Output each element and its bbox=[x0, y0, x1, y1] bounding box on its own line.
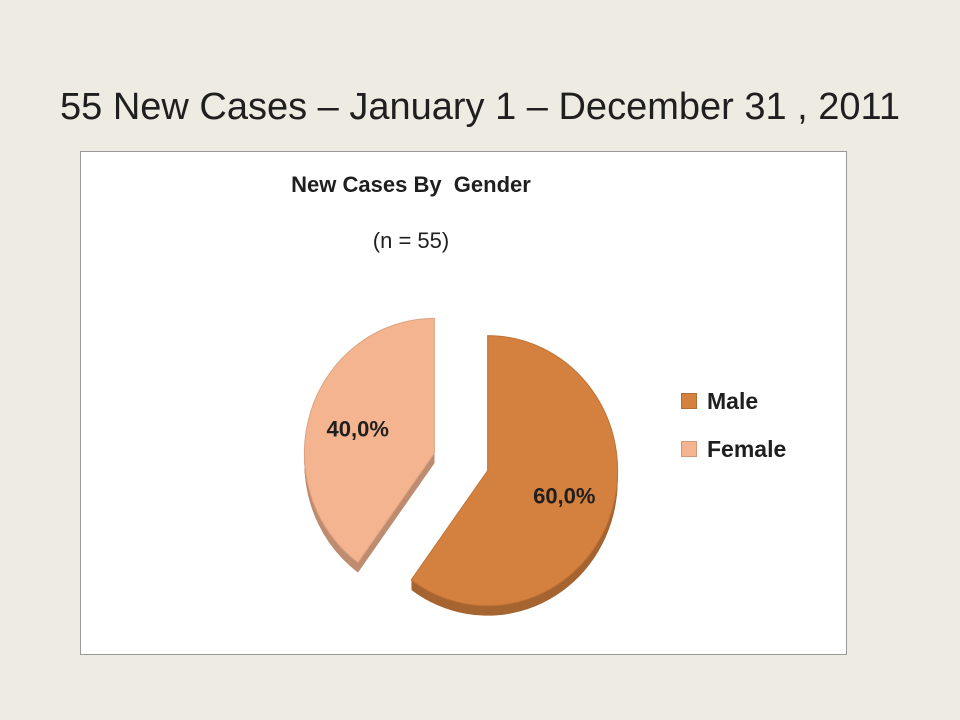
data-label-male: 60,0% bbox=[533, 484, 595, 509]
data-label-female: 40,0% bbox=[327, 416, 389, 441]
chart-subtitle: (n = 55) bbox=[372, 228, 450, 253]
legend-swatch-female bbox=[681, 441, 697, 457]
slide-title: 55 New Cases – January 1 – December 31 ,… bbox=[60, 86, 900, 128]
legend-label-male: Male bbox=[707, 387, 759, 414]
legend-item-male: Male bbox=[681, 384, 786, 418]
chart-title: New Cases By Gender bbox=[291, 172, 531, 197]
legend-item-female: Female bbox=[681, 432, 786, 466]
pie-chart: 60,0% 40,0% bbox=[303, 317, 619, 616]
pie-slice-top-female bbox=[303, 317, 435, 564]
legend-label-female: Female bbox=[707, 435, 787, 462]
legend: Male Female bbox=[681, 384, 786, 480]
pie-slice-female bbox=[303, 317, 435, 573]
legend-swatch-male bbox=[681, 393, 697, 409]
pie-slice-top-male bbox=[410, 335, 619, 607]
chart-area: New Cases By Gender (n = 55) 60,0% 40,0% … bbox=[80, 151, 847, 655]
pie-slice-male bbox=[410, 335, 619, 616]
